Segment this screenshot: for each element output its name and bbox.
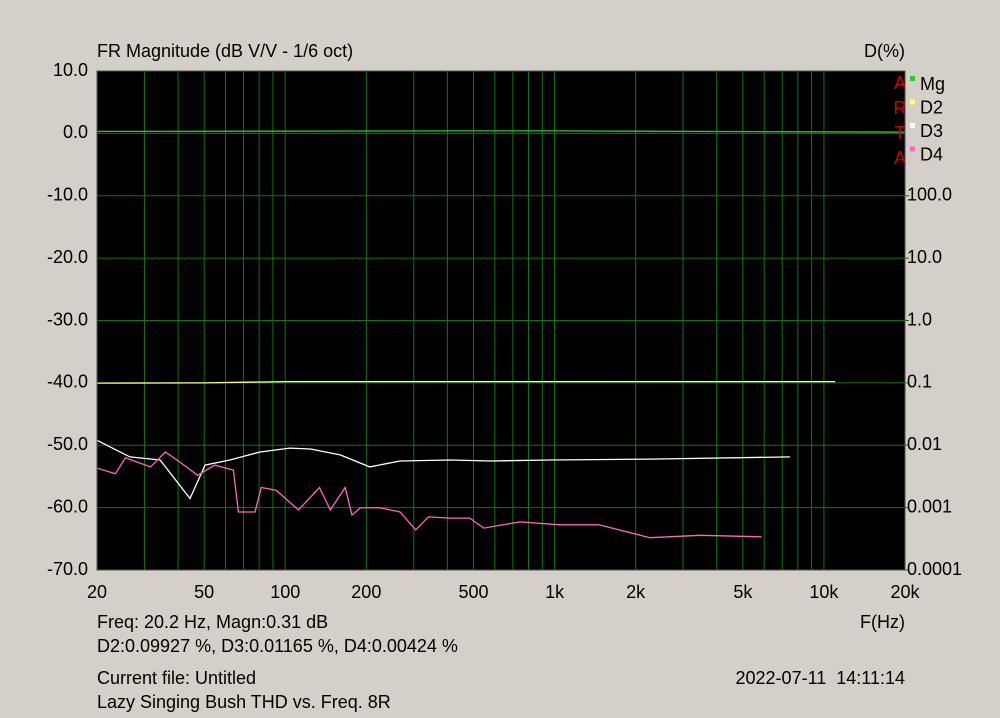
x-tick-label: 10k — [809, 582, 839, 602]
description: Lazy Singing Bush THD vs. Freq. 8R — [97, 692, 391, 712]
legend-label: D3 — [920, 121, 943, 141]
y-tick-label: 0.0 — [63, 122, 88, 142]
x-axis-label: F(Hz) — [860, 612, 905, 632]
legend-swatch — [910, 146, 915, 152]
x-tick-label: 200 — [351, 582, 381, 602]
y-tick-label: -40.0 — [47, 372, 88, 392]
x-tick-label: 5k — [733, 582, 753, 602]
x-tick-label: 50 — [194, 582, 214, 602]
y2-tick-label: 10.0 — [907, 247, 942, 267]
legend-label: D4 — [920, 144, 943, 164]
y-tick-label: -70.0 — [47, 559, 88, 579]
watermark: ARTA — [890, 73, 910, 173]
y-tick-label: -60.0 — [47, 496, 88, 516]
legend-swatch — [910, 76, 915, 81]
series-line — [96, 130, 906, 133]
legend-label: D2 — [920, 97, 943, 117]
x-tick-label: 20 — [87, 582, 107, 602]
y-tick-label: -20.0 — [47, 247, 88, 267]
x-tick-label: 20k — [890, 582, 920, 602]
legend-swatch — [910, 99, 915, 105]
series-line — [96, 439, 791, 500]
x-tick-label: 1k — [545, 582, 565, 602]
distortion-info: D2:0.09927 %, D3:0.01165 %, D4:0.00424 % — [97, 636, 458, 656]
chart-title: FR Magnitude (dB V/V - 1/6 oct) — [97, 41, 353, 61]
legend-label: Mg — [920, 74, 945, 94]
x-tick-label: 2k — [626, 582, 646, 602]
y-tick-label: 10.0 — [53, 60, 88, 80]
y2-tick-label: 0.1 — [907, 372, 932, 392]
y2-tick-label: 100.0 — [907, 185, 952, 205]
series-line — [96, 380, 836, 384]
y2-tick-label: 0.0001 — [907, 559, 962, 579]
y2-axis-label: D(%) — [864, 41, 905, 61]
plot-frame — [96, 70, 906, 571]
y-tick-label: -30.0 — [47, 309, 88, 329]
y2-tick-label: 0.001 — [907, 496, 952, 516]
file-info: Current file: Untitled — [97, 668, 256, 688]
y2-tick-label: 0.01 — [907, 434, 942, 454]
x-tick-label: 500 — [458, 582, 488, 602]
y-tick-label: -10.0 — [47, 185, 88, 205]
legend-swatch — [910, 123, 915, 128]
series-line — [96, 451, 762, 539]
y-tick-label: -50.0 — [47, 434, 88, 454]
y2-tick-label: 1.0 — [907, 309, 932, 329]
x-tick-label: 100 — [270, 582, 300, 602]
cursor-info: Freq: 20.2 Hz, Magn:0.31 dB — [97, 612, 328, 632]
timestamp: 2022-07-11 14:11:14 — [736, 668, 905, 688]
